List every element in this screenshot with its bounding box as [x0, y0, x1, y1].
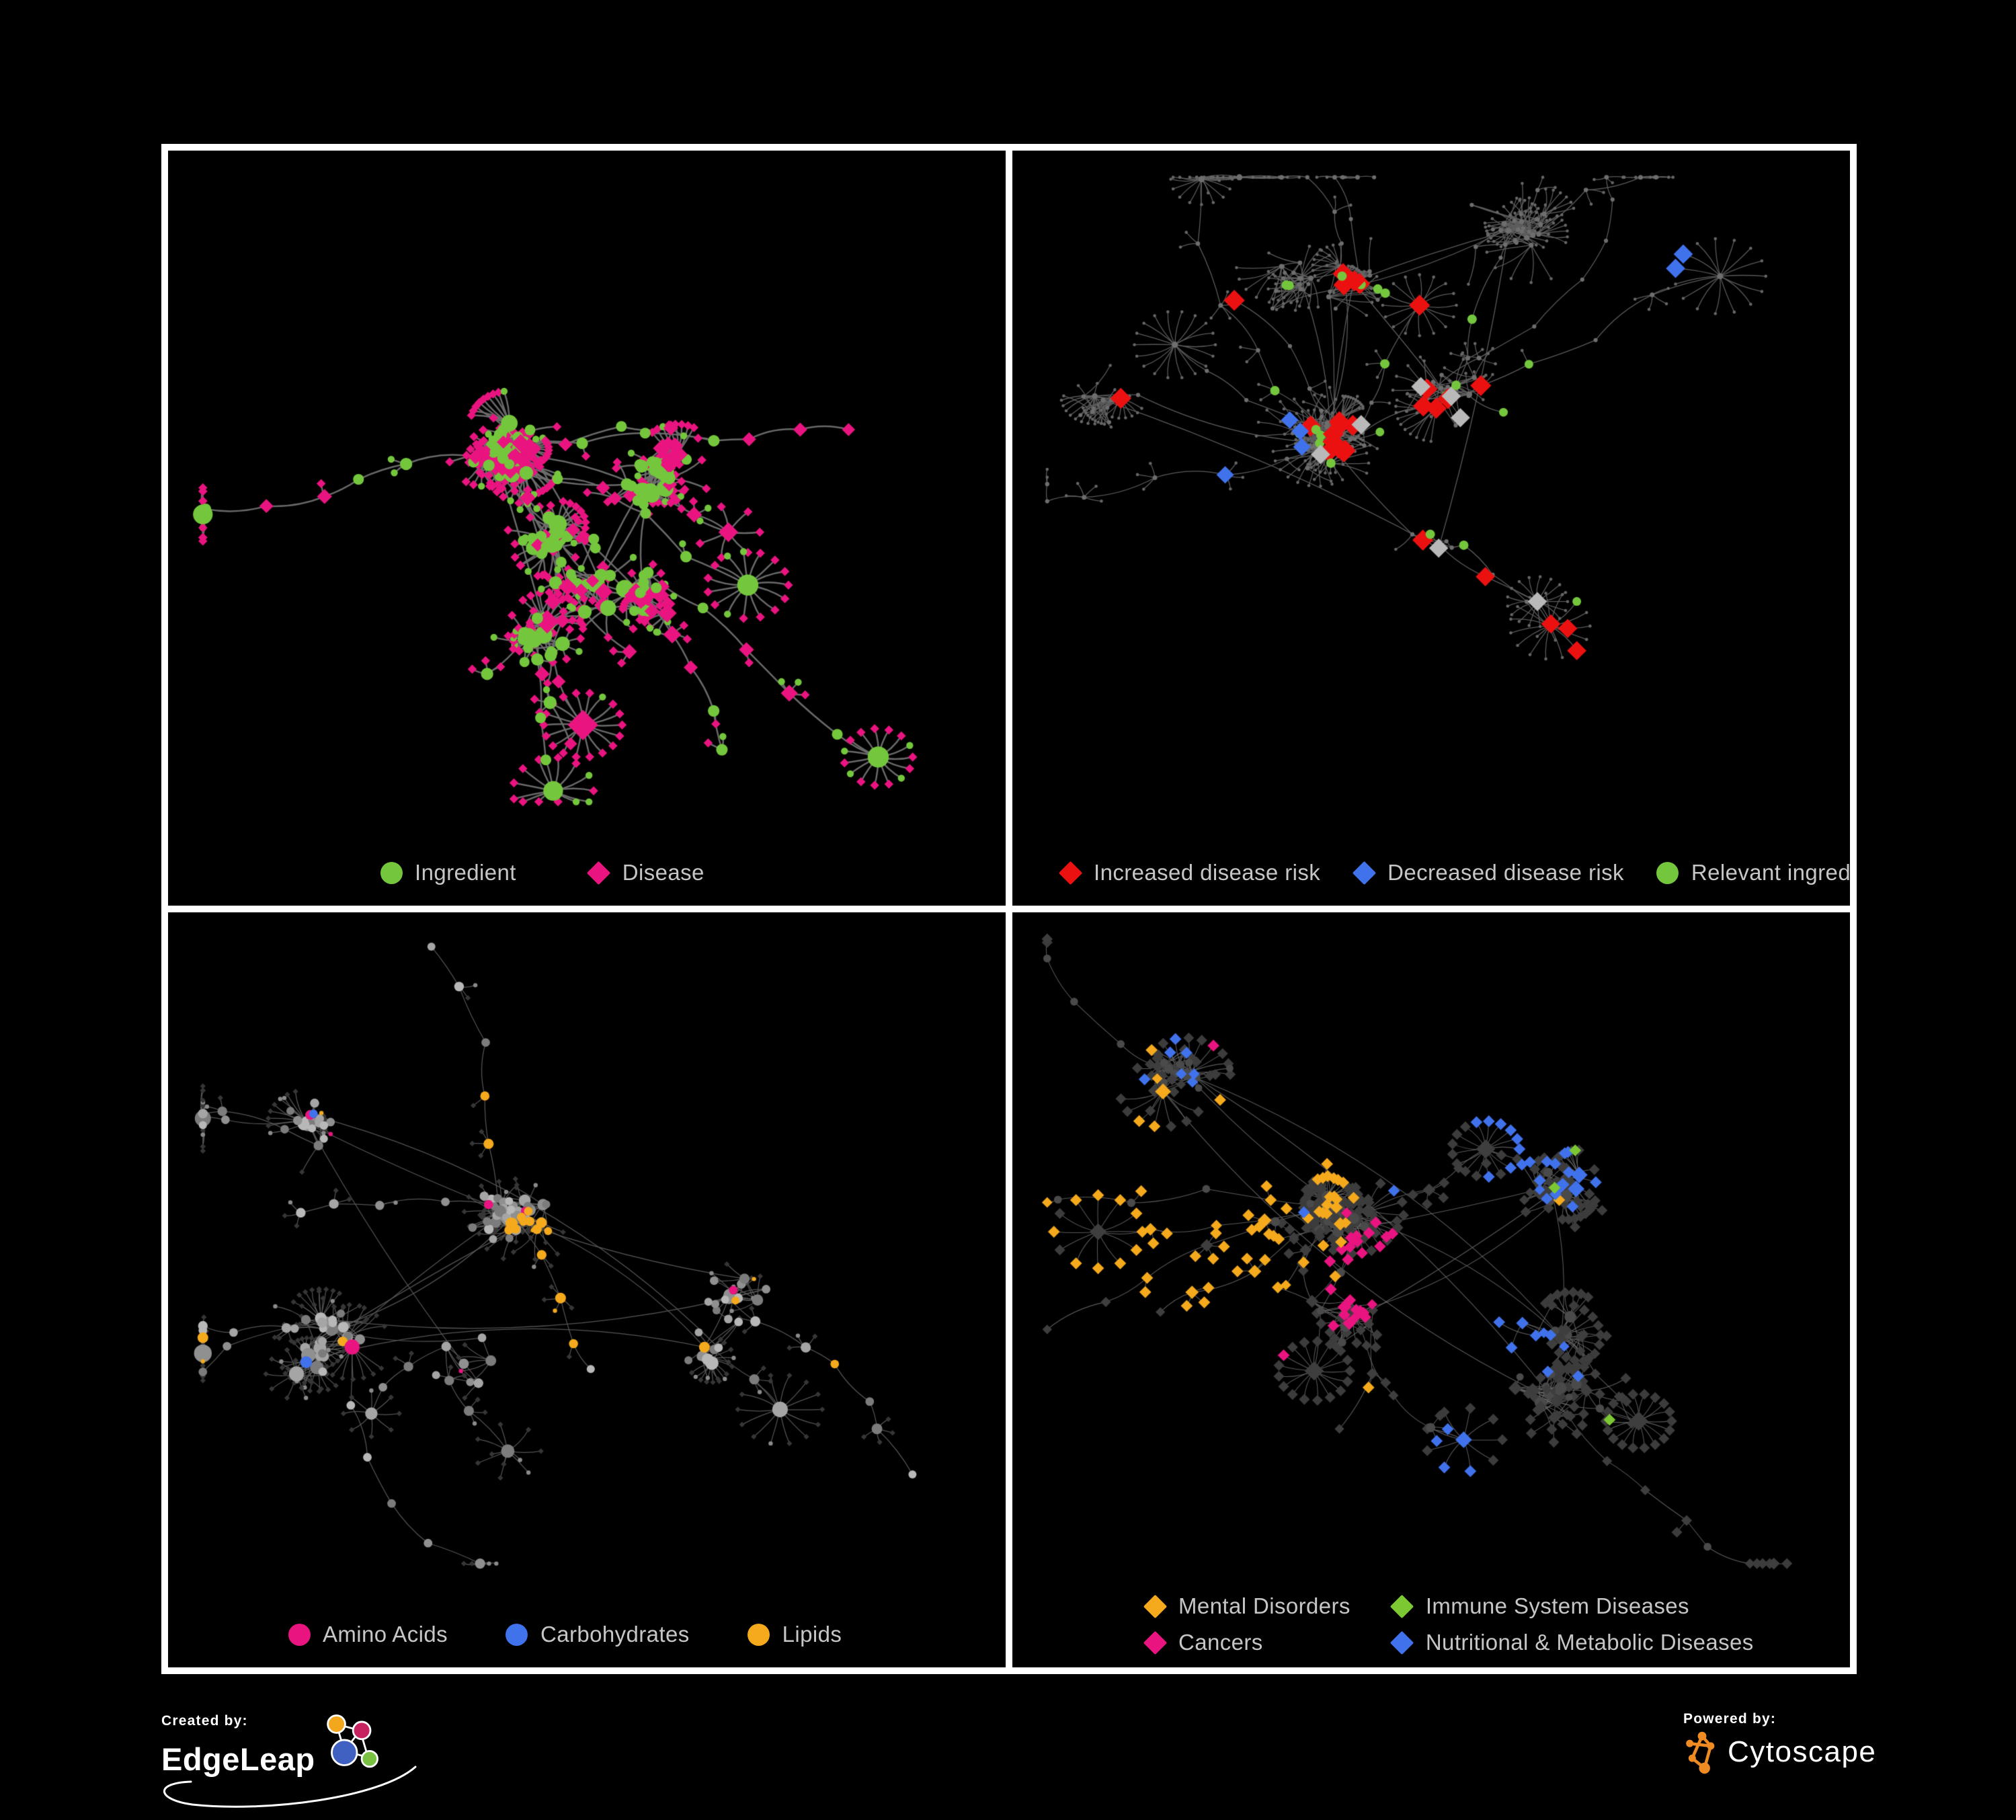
- panel-disease-classes: Mental Disorders Immune System Diseases Ca…: [1012, 912, 1850, 1667]
- legend-item: Immune System Diseases: [1389, 1593, 1754, 1619]
- legend-label: Amino Acids: [323, 1622, 448, 1647]
- legend-item: Ingredient: [378, 860, 516, 885]
- network-canvas: [168, 912, 1006, 1667]
- legend-swatch-diamond-icon: [1351, 860, 1377, 885]
- edgeleap-wordmark: EdgeLeap: [161, 1741, 315, 1777]
- legend-item: Carbohydrates: [504, 1622, 690, 1647]
- panel-legend: Amino Acids Carbohydrates Lipids: [168, 1622, 1006, 1647]
- legend-swatch-circle-icon: [504, 1622, 530, 1647]
- legend-item: Disease: [586, 860, 704, 885]
- legend-item: Amino Acids: [286, 1622, 448, 1647]
- legend-swatch-diamond-icon: [1389, 1630, 1415, 1655]
- cytoscape-network-icon: [1686, 1731, 1715, 1774]
- panel-nutrient-classes: Amino Acids Carbohydrates Lipids: [168, 912, 1006, 1667]
- legend-item: Cancers: [1142, 1630, 1350, 1655]
- legend-swatch-circle-icon: [286, 1622, 312, 1647]
- network-canvas: [1012, 151, 1850, 906]
- panel-legend: Mental Disorders Immune System Diseases Ca…: [1012, 1593, 1850, 1655]
- legend-label: Increased disease risk: [1094, 860, 1321, 885]
- legend-swatch-circle-icon: [1655, 860, 1681, 885]
- legend-item: Decreased disease risk: [1351, 860, 1624, 885]
- panel-ingredient-disease: Ingredient Disease: [168, 151, 1006, 906]
- legend-label: Decreased disease risk: [1387, 860, 1624, 885]
- cytoscape-credit: Powered by: Cytoscape: [1683, 1711, 1876, 1774]
- legend-label: Disease: [622, 860, 704, 885]
- legend-swatch-diamond-icon: [1142, 1630, 1168, 1655]
- legend-label: Cancers: [1178, 1630, 1263, 1655]
- edgeleap-credit: Created by: EdgeLeap: [161, 1713, 417, 1808]
- network-canvas: [168, 151, 1006, 906]
- legend-label: Immune System Diseases: [1425, 1593, 1689, 1618]
- legend-swatch-circle-icon: [746, 1622, 772, 1647]
- legend-item: Lipids: [746, 1622, 842, 1647]
- legend-label: Relevant ingredient: [1691, 860, 1850, 885]
- legend-swatch-diamond-icon: [1142, 1593, 1168, 1619]
- legend-label: Nutritional & Metabolic Diseases: [1425, 1630, 1754, 1655]
- legend-swatch-diamond-icon: [586, 860, 612, 885]
- panel-legend: Increased disease risk Decreased disease …: [1012, 860, 1850, 885]
- legend-item: Relevant ingredient: [1655, 860, 1850, 885]
- legend-item: Increased disease risk: [1057, 860, 1320, 885]
- powered-by-label: Powered by:: [1683, 1711, 1777, 1727]
- legend-label: Ingredient: [415, 860, 516, 885]
- panel-legend: Ingredient Disease: [168, 860, 1006, 885]
- legend-label: Carbohydrates: [540, 1622, 690, 1647]
- legend-swatch-diamond-icon: [1389, 1593, 1415, 1619]
- cytoscape-wordmark: Cytoscape: [1728, 1735, 1877, 1768]
- panel-disease-risk: Increased disease risk Decreased disease …: [1012, 151, 1850, 906]
- legend-item: Mental Disorders: [1142, 1593, 1350, 1619]
- legend-label: Mental Disorders: [1178, 1593, 1350, 1618]
- figure-grid: Ingredient Disease Increased disease risk…: [161, 144, 1857, 1674]
- created-by-label: Created by:: [161, 1713, 248, 1729]
- legend-swatch-circle-icon: [378, 860, 404, 885]
- legend-swatch-diamond-icon: [1057, 860, 1083, 885]
- edgeleap-network-icon: [326, 1714, 378, 1768]
- network-canvas: [1012, 912, 1850, 1667]
- legend-label: Lipids: [782, 1622, 842, 1647]
- legend-item: Nutritional & Metabolic Diseases: [1389, 1630, 1754, 1655]
